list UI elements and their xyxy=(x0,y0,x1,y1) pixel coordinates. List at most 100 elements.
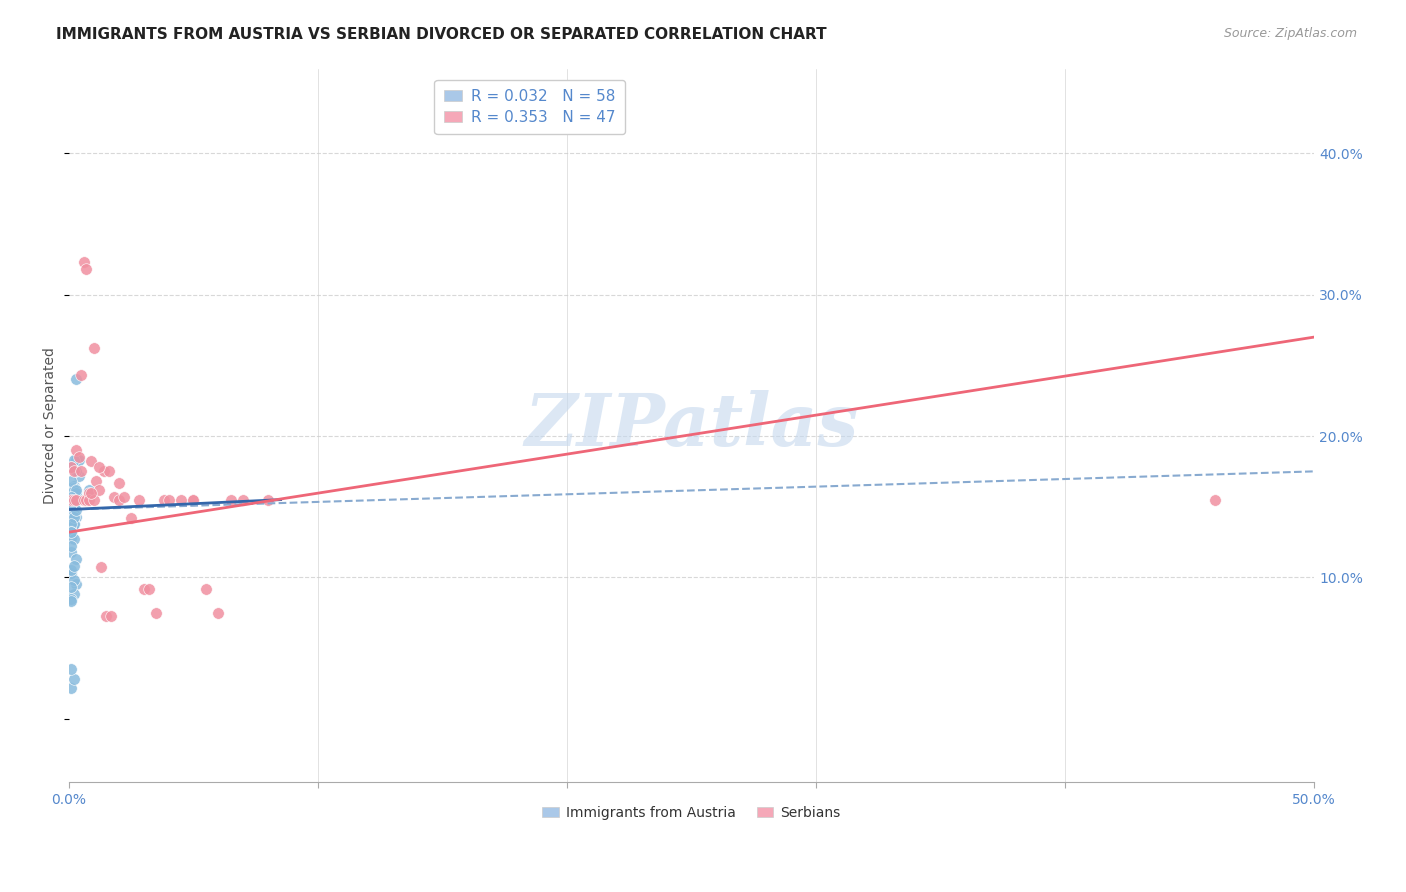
Point xyxy=(65,453,87,467)
Point xyxy=(65,509,87,524)
Point xyxy=(63,497,86,511)
Point xyxy=(112,490,135,504)
Point xyxy=(157,492,180,507)
Point xyxy=(75,492,97,507)
Point xyxy=(60,509,83,524)
Point xyxy=(152,492,174,507)
Point xyxy=(70,368,93,383)
Point xyxy=(103,490,125,504)
Point xyxy=(63,533,86,547)
Point xyxy=(63,492,86,507)
Point xyxy=(63,509,86,524)
Point xyxy=(87,483,110,497)
Point xyxy=(60,497,83,511)
Legend: Immigrants from Austria, Serbians: Immigrants from Austria, Serbians xyxy=(537,800,846,825)
Text: ZIPatlas: ZIPatlas xyxy=(524,390,859,461)
Point xyxy=(63,453,86,467)
Point xyxy=(97,464,120,478)
Point xyxy=(60,681,83,695)
Point xyxy=(63,516,86,531)
Point xyxy=(65,372,87,386)
Point xyxy=(65,492,87,507)
Point xyxy=(93,464,115,478)
Point xyxy=(77,492,100,507)
Point xyxy=(73,255,96,269)
Point xyxy=(60,516,83,531)
Point xyxy=(67,450,90,465)
Point xyxy=(60,566,83,581)
Point xyxy=(60,594,83,608)
Text: Source: ZipAtlas.com: Source: ZipAtlas.com xyxy=(1223,27,1357,40)
Point xyxy=(63,502,86,516)
Point xyxy=(100,608,122,623)
Point xyxy=(60,525,83,540)
Point xyxy=(63,573,86,587)
Point xyxy=(65,464,87,478)
Point xyxy=(60,490,83,504)
Point xyxy=(60,662,83,676)
Y-axis label: Divorced or Separated: Divorced or Separated xyxy=(44,347,58,504)
Point xyxy=(183,492,205,507)
Point xyxy=(67,453,90,467)
Point xyxy=(107,492,129,507)
Point xyxy=(67,468,90,483)
Point xyxy=(63,478,86,492)
Point xyxy=(60,460,83,475)
Point xyxy=(60,495,83,509)
Text: IMMIGRANTS FROM AUSTRIA VS SERBIAN DIVORCED OR SEPARATED CORRELATION CHART: IMMIGRANTS FROM AUSTRIA VS SERBIAN DIVOR… xyxy=(56,27,827,42)
Point xyxy=(63,559,86,574)
Point xyxy=(65,492,87,507)
Point xyxy=(60,481,83,495)
Point xyxy=(63,464,86,478)
Point xyxy=(96,608,118,623)
Point xyxy=(63,483,86,497)
Point xyxy=(65,552,87,566)
Point xyxy=(63,516,86,531)
Point xyxy=(86,475,108,489)
Point xyxy=(63,481,86,495)
Point xyxy=(219,492,242,507)
Point xyxy=(87,460,110,475)
Point xyxy=(60,497,83,511)
Point xyxy=(60,563,83,577)
Point xyxy=(60,525,83,540)
Point xyxy=(60,502,83,516)
Point xyxy=(60,492,83,507)
Point xyxy=(128,492,150,507)
Point xyxy=(63,672,86,686)
Point xyxy=(83,342,105,356)
Point xyxy=(60,591,83,606)
Point xyxy=(145,606,167,620)
Point xyxy=(80,454,103,468)
Point xyxy=(207,606,229,620)
Point xyxy=(60,580,83,594)
Point xyxy=(60,492,83,507)
Point xyxy=(107,475,129,490)
Point xyxy=(77,485,100,500)
Point xyxy=(60,531,83,545)
Point xyxy=(170,492,193,507)
Point xyxy=(65,443,87,458)
Point xyxy=(90,560,112,574)
Point xyxy=(63,497,86,511)
Point xyxy=(60,545,83,559)
Point xyxy=(232,492,254,507)
Point xyxy=(77,483,100,497)
Point xyxy=(70,464,93,478)
Point xyxy=(65,485,87,500)
Point xyxy=(80,485,103,500)
Point xyxy=(60,475,83,489)
Point xyxy=(63,587,86,601)
Point xyxy=(257,492,280,507)
Point xyxy=(75,262,97,277)
Point xyxy=(60,497,83,511)
Point xyxy=(65,502,87,516)
Point xyxy=(138,582,160,596)
Point xyxy=(63,507,86,521)
Point xyxy=(183,492,205,507)
Point xyxy=(60,507,83,521)
Point xyxy=(60,460,83,475)
Point xyxy=(65,577,87,591)
Point xyxy=(83,492,105,507)
Point xyxy=(65,483,87,497)
